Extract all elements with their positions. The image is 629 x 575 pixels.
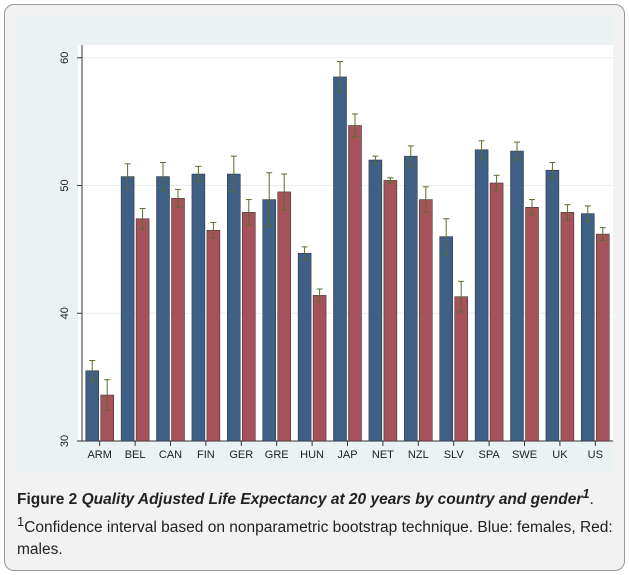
bar	[277, 191, 291, 442]
bar	[348, 125, 362, 442]
x-tick-label: GER	[229, 449, 253, 461]
x-tick-label: CAN	[159, 449, 182, 461]
bar	[156, 176, 170, 442]
x-tick-label: BEL	[125, 449, 146, 461]
x-tick-label: SPA	[478, 449, 500, 461]
y-tick-label: 30	[59, 435, 71, 447]
bar	[227, 173, 241, 442]
x-tick-label: SLV	[444, 449, 465, 461]
figure-label: Figure 2	[17, 491, 78, 509]
y-tick-label: 60	[59, 52, 71, 64]
separator: .	[589, 491, 594, 509]
note: Confidence interval based on nonparametr…	[17, 519, 613, 559]
note-marker: 1	[17, 514, 25, 530]
bar	[474, 149, 489, 442]
bar	[596, 233, 610, 442]
x-tick-label: US	[588, 449, 603, 461]
figure-frame: 30 40 50 60 ARM BEL CAN FIN GER GRE HUN JAP NET NZL SL…	[4, 4, 625, 571]
bar	[206, 229, 221, 442]
x-tick-label: UK	[552, 449, 568, 461]
chart: 30 40 50 60 ARM BEL CAN FIN GER GRE HUN JAP NET NZL SL…	[17, 17, 613, 473]
bar	[191, 173, 206, 442]
caption: Figure 2 Quality Adjusted Life Expectanc…	[17, 483, 617, 561]
bar	[439, 236, 453, 442]
bar	[120, 176, 135, 442]
bar	[454, 296, 468, 442]
x-tick-label: ARM	[87, 449, 111, 461]
x-tick-label: JAP	[337, 449, 357, 461]
title-note: 1	[582, 486, 590, 501]
x-tick-label: NET	[372, 449, 394, 461]
y-tick-label: 50	[59, 179, 71, 191]
bar	[312, 295, 327, 442]
bar	[560, 212, 575, 442]
x-tick-label: GRE	[265, 449, 289, 461]
y-tick-label: 40	[59, 307, 71, 319]
x-tick-label: NZL	[408, 449, 429, 461]
bar	[171, 198, 185, 442]
bar	[135, 218, 150, 442]
figure-title: Quality Adjusted Life Expectancy at 20 y…	[81, 491, 583, 509]
bar	[419, 199, 433, 442]
x-tick-label: FIN	[197, 449, 215, 461]
bar	[333, 76, 347, 442]
bar	[404, 155, 418, 442]
bar	[489, 182, 504, 442]
bar	[368, 159, 383, 442]
bar	[383, 180, 398, 442]
x-tick-label: HUN	[300, 449, 324, 461]
bar	[510, 150, 524, 442]
bar	[297, 252, 312, 442]
bar	[581, 213, 595, 442]
bar	[525, 206, 539, 442]
bar	[545, 169, 560, 442]
x-tick-label: SWE	[512, 449, 537, 461]
bar	[242, 212, 256, 442]
bar	[262, 199, 276, 442]
